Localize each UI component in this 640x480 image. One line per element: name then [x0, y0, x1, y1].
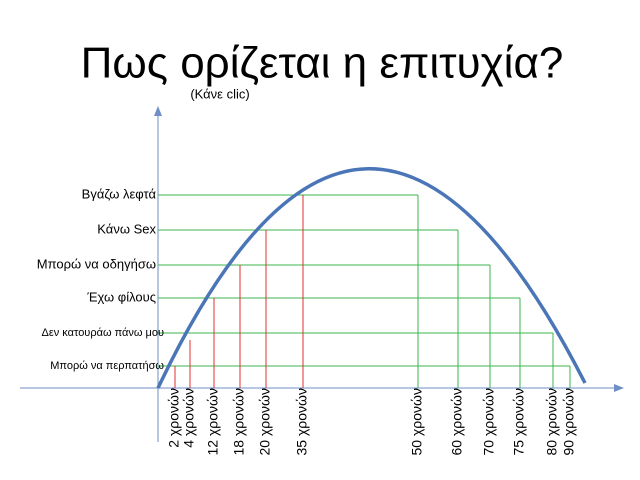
age-label: 75 χρονών — [511, 388, 527, 456]
age-label: 70 χρονών — [481, 388, 497, 456]
age-label: 12 χρονών — [205, 388, 221, 456]
level-label: Δεν κατουράω πάνω μου — [41, 327, 164, 339]
age-label: 2 χρονών — [166, 388, 182, 448]
age-label: 60 χρονών — [449, 388, 465, 456]
level-label: Μπορώ να οδηγήσω — [37, 256, 156, 271]
life-curve — [156, 167, 587, 389]
level-label: Βγάζω λεφτά — [82, 186, 157, 201]
level-label: Κάνω Sex — [97, 221, 156, 236]
guides — [158, 194, 571, 388]
x-axis-arrow — [614, 384, 624, 392]
age-label: 4 χρονών — [181, 388, 197, 448]
age-label: 50 χρονών — [409, 388, 425, 456]
age-label: 80 χρονών — [544, 388, 560, 456]
slide-title: Πως ορίζεται η επιτυχία? — [81, 39, 564, 88]
age-label: 20 χρονών — [257, 388, 273, 456]
level-label: Μπορώ να περπατήσω — [50, 360, 164, 372]
level-label: Έχω φίλους — [86, 289, 156, 304]
y-axis-arrow — [154, 106, 162, 116]
age-label: 35 χρονών — [294, 388, 310, 456]
age-label: 18 χρονών — [231, 388, 247, 456]
age-label: 90 χρονών — [561, 388, 577, 456]
subtitle[interactable]: (Κάνε clic) — [190, 86, 249, 101]
